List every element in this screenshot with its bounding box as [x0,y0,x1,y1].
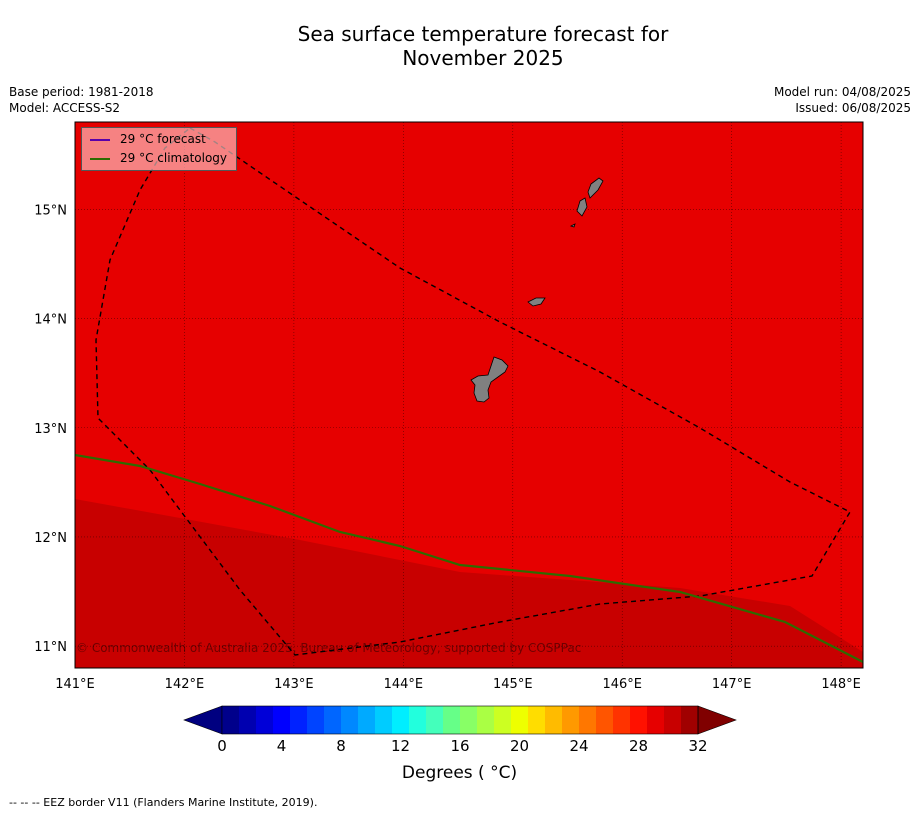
colorbar-bin [375,706,393,734]
colorbar-bin [545,706,563,734]
colorbar-tick-label: 8 [336,737,346,755]
lon-tick-label: 143°E [274,677,314,692]
colorbar-min-extend [183,705,223,735]
colorbar-bin [681,706,699,734]
colorbar-bin [324,706,342,734]
colorbar-bin [511,706,529,734]
colorbar-tick-label: 28 [629,737,648,755]
lat-tick-label: 13°N [34,422,67,437]
climatology-swatch [90,157,110,160]
issued-date: Issued: 06/08/2025 [795,101,911,115]
lon-tick-label: 148°E [821,677,861,692]
warm-region [75,499,863,668]
colorbar-bin [392,706,410,734]
colorbar-bin [222,706,240,734]
map-frame [74,121,864,669]
colorbar-tick-label: 16 [450,737,469,755]
lat-tick-label: 14°N [34,313,67,328]
map-legend: 29 °C forecast 29 °C climatology [81,127,237,171]
lat-tick-label: 11°N [34,640,67,655]
copyright-text: © Commonwealth of Australia 2025, Bureau… [76,641,582,655]
colorbar-labels: 0 4 8 12 16 20 24 28 32 [217,737,707,755]
lat-tick-label: 12°N [34,531,67,546]
lon-tick-label: 147°E [712,677,752,692]
colorbar-bin [426,706,444,734]
guam-island [470,356,509,403]
chart-title: Sea surface temperature forecast for Nov… [0,22,919,70]
legend-forecast-label: 29 °C forecast [120,132,206,146]
colorbar-bin [613,706,631,734]
colorbar-bin [341,706,359,734]
lon-tick-label: 144°E [384,677,424,692]
colorbar-bin [528,706,546,734]
model-run: Model run: 04/08/2025 [773,85,911,99]
colorbar-max-extend [697,705,737,735]
tinian-island [576,197,588,217]
colorbar-tick-label: 4 [277,737,287,755]
colorbar-bin [477,706,495,734]
colorbar-bin [290,706,308,734]
colorbar [183,705,737,735]
title-line-1: Sea surface temperature forecast for [297,22,669,46]
colorbar-bin [579,706,597,734]
rota-island [527,297,546,307]
colorbar-bin [562,706,580,734]
footer-note: -- -- -- EEZ border V11 (Flanders Marine… [9,796,318,809]
climatology-29c-line [74,453,864,663]
meta-right: Model run: 04/08/2025 Issued: 06/08/2025 [774,84,911,116]
colorbar-bin [409,706,427,734]
colorbar-bin [647,706,665,734]
legend-climatology-label: 29 °C climatology [120,151,228,165]
colorbar-tick-label: 24 [569,737,588,755]
base-period: Base period: 1981-2018 [9,85,154,99]
lon-tick-label: 141°E [55,677,95,692]
aguijan-island [569,223,576,228]
lon-tick-label: 146°E [602,677,642,692]
title-line-2: November 2025 [402,46,564,70]
forecast-swatch [90,138,110,141]
model-name: Model: ACCESS-S2 [9,101,121,115]
colorbar-bin [460,706,478,734]
colorbar-bin [273,706,291,734]
legend-climatology: 29 °C climatology [90,150,227,166]
saipan-island [587,177,604,199]
colorbar-bin [596,706,614,734]
colorbar-bin [358,706,376,734]
colorbar-tick-label: 0 [217,737,227,755]
meta-left: Base period: 1981-2018 Model: ACCESS-S2 [9,84,154,116]
lat-tick-label: 15°N [34,203,67,218]
colorbar-bin [664,706,682,734]
colorbar-tick-label: 12 [391,737,410,755]
colorbar-border [221,705,699,735]
longitude-labels: 141°E 142°E 143°E 144°E 145°E 146°E 147°E 148°E [55,677,861,692]
colorbar-bin [307,706,325,734]
colorbar-tick-label: 32 [688,737,707,755]
legend-forecast: 29 °C forecast [90,131,206,147]
latitude-labels: 11°N 12°N 13°N 14°N 15°N [34,203,67,655]
colorbar-bin [630,706,648,734]
colorbar-bin [494,706,512,734]
colorbar-bin [443,706,461,734]
colorbar-bin [239,706,257,734]
colorbar-bin [256,706,274,734]
colorbar-tick-label: 20 [510,737,529,755]
colorbar-title: Degrees ( °C) [401,763,518,783]
lon-tick-label: 142°E [165,677,205,692]
lon-tick-label: 145°E [493,677,533,692]
